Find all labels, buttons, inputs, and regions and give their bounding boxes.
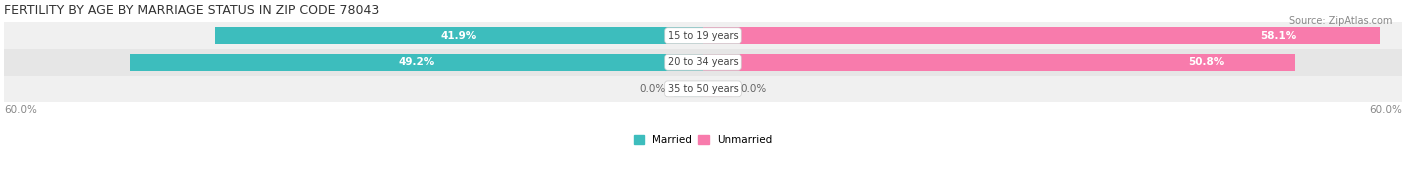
Text: 15 to 19 years: 15 to 19 years (668, 31, 738, 41)
Text: 41.9%: 41.9% (441, 31, 477, 41)
Bar (129, 54, 703, 71)
Bar (703, 81, 733, 97)
Text: 20 to 34 years: 20 to 34 years (668, 57, 738, 67)
Bar (673, 81, 703, 97)
Bar (215, 27, 703, 44)
Bar (4, 76, 1402, 102)
Text: 60.0%: 60.0% (4, 105, 37, 115)
Text: 60.0%: 60.0% (1369, 105, 1402, 115)
Text: 58.1%: 58.1% (1260, 31, 1296, 41)
Text: FERTILITY BY AGE BY MARRIAGE STATUS IN ZIP CODE 78043: FERTILITY BY AGE BY MARRIAGE STATUS IN Z… (4, 4, 380, 17)
Bar (703, 54, 1295, 71)
Text: Source: ZipAtlas.com: Source: ZipAtlas.com (1288, 16, 1392, 26)
Legend: Married, Unmarried: Married, Unmarried (630, 131, 776, 149)
Text: 0.0%: 0.0% (741, 84, 766, 94)
Text: 0.0%: 0.0% (640, 84, 665, 94)
Bar (4, 49, 1402, 76)
Text: 35 to 50 years: 35 to 50 years (668, 84, 738, 94)
Bar (4, 22, 1402, 49)
Text: 50.8%: 50.8% (1188, 57, 1225, 67)
Bar (703, 27, 1379, 44)
Text: 49.2%: 49.2% (398, 57, 434, 67)
